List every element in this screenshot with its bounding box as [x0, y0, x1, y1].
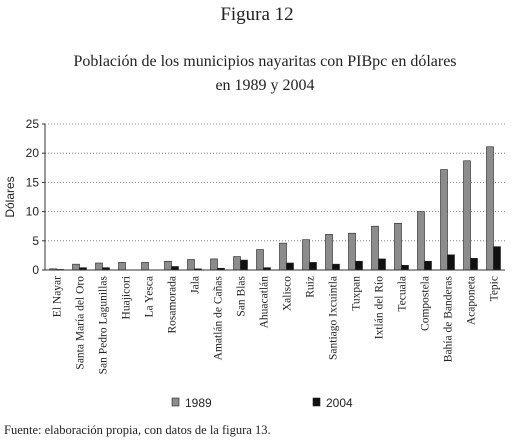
- x-tick-label: Jala: [190, 276, 202, 294]
- bar: [378, 258, 386, 271]
- legend-swatch: [312, 397, 321, 407]
- x-tick-label: Tuxpan: [351, 276, 363, 311]
- bar: [440, 169, 448, 271]
- legend-swatch: [171, 397, 180, 407]
- bar: [302, 239, 310, 271]
- chart-subtitle: Población de los municipios nayaritas co…: [73, 53, 456, 70]
- bar: [325, 234, 333, 271]
- bar: [256, 249, 264, 271]
- x-tick-label: Ahuacatlán: [259, 276, 271, 329]
- bar: [210, 258, 218, 271]
- bar: [95, 262, 103, 271]
- bar: [424, 260, 432, 271]
- chart-title: Figura 12: [220, 4, 293, 25]
- x-tick-label: Santa María del Oro: [75, 276, 87, 370]
- bar: [233, 256, 241, 271]
- y-tick-label: 15: [26, 175, 40, 189]
- bar: [355, 260, 363, 271]
- y-tick-label: 25: [26, 117, 40, 131]
- x-tick-label: Amatlán de Cañas: [213, 275, 225, 360]
- x-tick-label: Ixtlán del Río: [374, 276, 386, 339]
- legend-label: 2004: [326, 396, 353, 410]
- x-tick-label: Compostela: [420, 276, 432, 331]
- bar: [447, 254, 455, 271]
- bar: [118, 262, 126, 271]
- chart-subtitle: en 1989 y 2004: [215, 77, 314, 94]
- y-tick-label: 0: [32, 263, 39, 277]
- bar: [141, 262, 149, 271]
- x-tick-label: Bahía de Banderas: [443, 275, 455, 362]
- x-tick-label: San Pedro Lagunillas: [98, 275, 110, 374]
- x-tick-label: La Yesca: [144, 276, 156, 318]
- x-tick-label: Tepic: [489, 276, 501, 301]
- bar: [286, 262, 294, 271]
- x-tick-label: Acaponeta: [466, 276, 478, 325]
- bar: [72, 263, 80, 271]
- bar: [463, 160, 471, 271]
- bar: [417, 211, 425, 271]
- x-tick-label: Santiago Ixcuintla: [328, 276, 340, 360]
- x-tick-label: Ruiz: [305, 276, 317, 298]
- bar: [279, 242, 287, 271]
- bar: [171, 266, 179, 271]
- bar: [470, 258, 478, 271]
- y-axis-label: Dólares: [3, 176, 17, 217]
- x-tick-label: Rosamorada: [167, 276, 179, 333]
- bar: [486, 146, 494, 271]
- x-tick-label: Tecuala: [397, 276, 409, 312]
- bar: [371, 225, 379, 271]
- bar: [348, 232, 356, 271]
- bar: [187, 259, 195, 271]
- bar: [240, 259, 248, 271]
- x-tick-label: Xalisco: [282, 276, 294, 311]
- x-tick-label: San Blas: [236, 275, 248, 316]
- source-note: Fuente: elaboración propia, con datos de…: [4, 423, 271, 437]
- legend-label: 1989: [185, 396, 212, 410]
- bar: [401, 265, 409, 271]
- bar: [332, 263, 340, 271]
- bar: [394, 222, 402, 271]
- bar: [309, 262, 317, 271]
- bar: [493, 246, 501, 271]
- y-tick-label: 20: [26, 146, 40, 160]
- y-tick-label: 10: [26, 205, 40, 219]
- x-tick-label: Huajicori: [121, 276, 133, 319]
- y-tick-label: 5: [32, 234, 39, 248]
- x-tick-label: El Nayar: [52, 276, 64, 317]
- bar: [164, 260, 172, 271]
